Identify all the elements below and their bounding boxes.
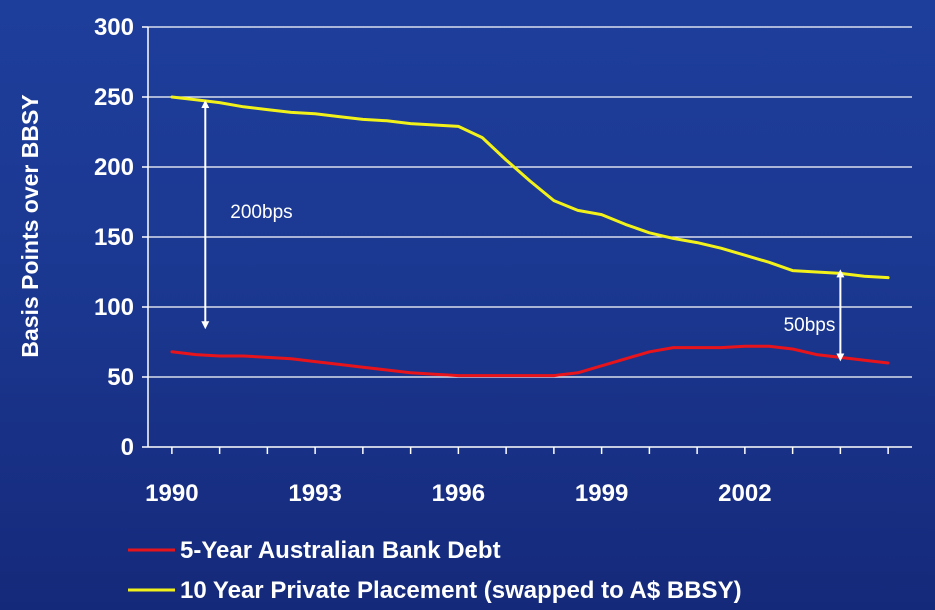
y-tick-label-150: 150 xyxy=(94,224,134,251)
legend-item-series-0: 5-Year Australian Bank Debt xyxy=(128,537,501,564)
y-tick-label-0: 0 xyxy=(121,434,134,461)
x-tick-label-1990: 1990 xyxy=(145,480,198,507)
y-tick-label-50: 50 xyxy=(107,364,134,391)
x-tick-label-1996: 1996 xyxy=(432,480,485,507)
y-tick-label-250: 250 xyxy=(94,84,134,111)
series-line-1 xyxy=(170,95,890,280)
gridlines xyxy=(148,26,912,378)
legend-label-0: 5-Year Australian Bank Debt xyxy=(180,537,501,564)
x-tick-label-2002: 2002 xyxy=(718,480,771,507)
annotation-label-0: 200bps xyxy=(230,202,292,223)
tick-labels: 0 50 100 150 200 250 300 1990 1993 1996 1999 2002 xyxy=(94,14,772,507)
series-line-0 xyxy=(170,344,890,378)
y-axis-title: Basis Points over BBSY xyxy=(17,94,43,357)
annotations: 200bps 50bps xyxy=(201,100,845,362)
annotation-label-1: 50bps xyxy=(784,315,836,336)
legend: 5-Year Australian Bank Debt 10 Year Priv… xyxy=(128,537,742,604)
series-lines xyxy=(170,95,890,378)
x-tick-label-1993: 1993 xyxy=(288,480,341,507)
y-tick-label-300: 300 xyxy=(94,14,134,41)
y-tick-label-100: 100 xyxy=(94,294,134,321)
legend-label-1: 10 Year Private Placement (swapped to A$… xyxy=(180,577,742,604)
y-tick-label-200: 200 xyxy=(94,154,134,181)
legend-item-series-1: 10 Year Private Placement (swapped to A$… xyxy=(128,577,742,604)
x-tick-label-1999: 1999 xyxy=(575,480,628,507)
axes xyxy=(142,26,912,454)
